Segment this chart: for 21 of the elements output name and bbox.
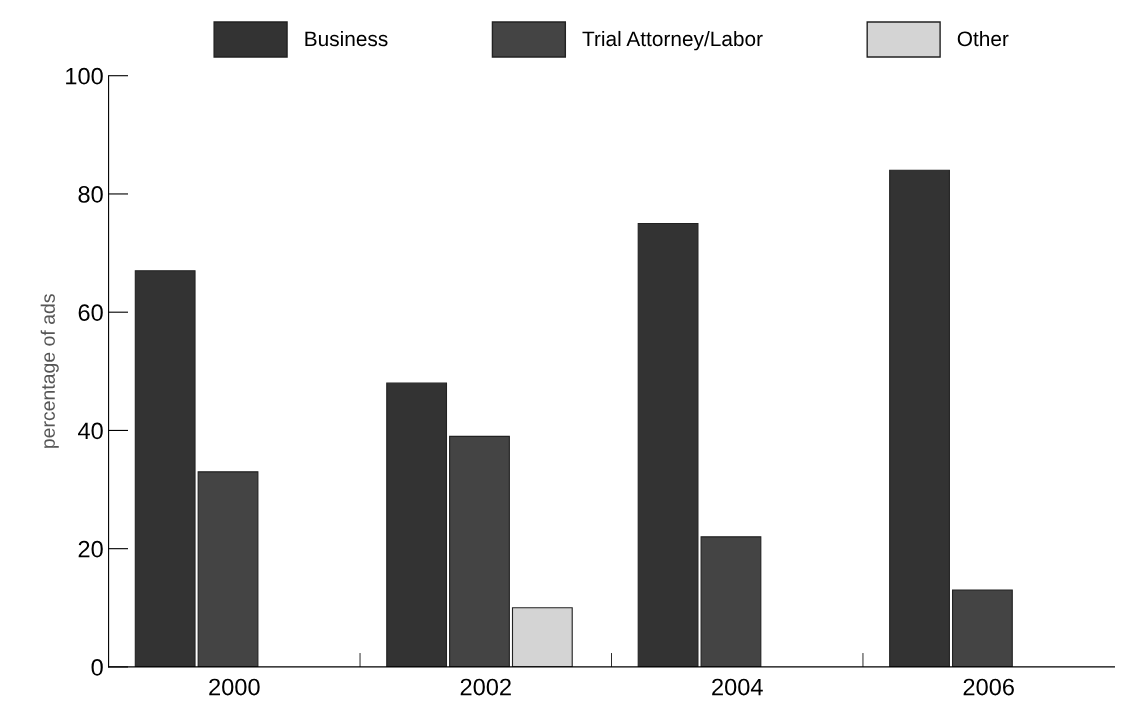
bar [197, 471, 259, 667]
legend-label: Trial Attorney/Labor [582, 30, 763, 51]
bar [889, 169, 950, 667]
legend-label: Other [957, 30, 1009, 47]
x-tick-label: 2000 [209, 678, 260, 696]
bar [386, 382, 448, 667]
y-tick-label: 100 [66, 67, 103, 85]
bar [951, 589, 1013, 667]
x-tick-label: 2002 [460, 678, 511, 696]
y-axis-title: percentage of ads [40, 294, 59, 448]
x-tick-label: 2006 [963, 678, 1014, 696]
y-tick-label: 80 [78, 186, 103, 203]
y-tick-label: 20 [78, 540, 103, 558]
bar [511, 607, 573, 667]
y-tick-label: 60 [78, 304, 103, 321]
y-tick-label: 40 [78, 422, 103, 440]
bar [134, 270, 196, 667]
y-tick-label: 0 [91, 658, 103, 676]
bar [449, 435, 510, 667]
x-tick-label: 2004 [712, 678, 763, 696]
legend-label: Business [305, 30, 388, 47]
